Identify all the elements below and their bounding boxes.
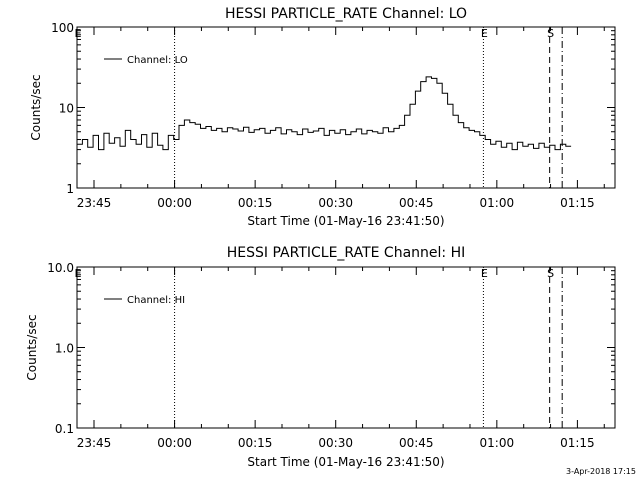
event-marker-label: E bbox=[75, 267, 82, 280]
panel-lo-channel: HESSI PARTICLE_RATE Channel: LO 1 10 100 23:… bbox=[29, 6, 616, 228]
plot-frame bbox=[76, 266, 616, 429]
event-marker-label: S bbox=[547, 27, 554, 40]
event-marker-label: E bbox=[481, 27, 488, 40]
y-tick-label: 0.1 bbox=[55, 422, 74, 436]
y-axis-label: Counts/sec bbox=[25, 314, 39, 380]
chart-title: HESSI PARTICLE_RATE Channel: HI bbox=[227, 245, 465, 261]
panel-hi-channel: HESSI PARTICLE_RATE Channel: HI 0.1 1.0 10.… bbox=[25, 245, 616, 469]
x-axis-label: Start Time (01-May-16 23:41:50) bbox=[247, 455, 444, 469]
x-tick-label: 01:15 bbox=[560, 436, 595, 450]
x-tick-label: 00:45 bbox=[399, 196, 434, 210]
x-tick-label: 01:00 bbox=[480, 196, 515, 210]
y-tick-label: 1 bbox=[66, 182, 74, 196]
x-tick-label: 23:45 bbox=[77, 436, 112, 450]
series-line bbox=[77, 76, 572, 151]
x-tick-label: 00:00 bbox=[157, 436, 192, 450]
x-tick-label: 01:15 bbox=[560, 196, 595, 210]
event-marker-label: S bbox=[547, 267, 554, 280]
event-marker-label: E bbox=[75, 27, 82, 40]
x-tick-label: 00:30 bbox=[318, 436, 353, 450]
x-tick-label: 23:45 bbox=[77, 196, 112, 210]
y-tick-label: 10 bbox=[59, 102, 74, 116]
x-tick-label: 00:00 bbox=[157, 196, 192, 210]
legend-entry: Channel: HI bbox=[127, 295, 185, 306]
y-axis-label: Counts/sec bbox=[29, 74, 43, 140]
y-tick-label: 10.0 bbox=[47, 261, 74, 275]
event-marker-label: E bbox=[481, 267, 488, 280]
x-tick-label: 00:30 bbox=[318, 196, 353, 210]
chart-title: HESSI PARTICLE_RATE Channel: LO bbox=[225, 6, 467, 22]
x-tick-label: 00:15 bbox=[238, 196, 273, 210]
timestamp-label: 3-Apr-2018 17:15 bbox=[566, 467, 636, 476]
x-axis-label: Start Time (01-May-16 23:41:50) bbox=[247, 214, 444, 228]
x-tick-label: 01:00 bbox=[480, 436, 515, 450]
x-tick-label: 00:15 bbox=[238, 436, 273, 450]
legend-entry: Channel: LO bbox=[127, 55, 188, 66]
plot-frame bbox=[76, 26, 616, 189]
y-tick-label: 100 bbox=[51, 21, 74, 35]
x-tick-label: 00:45 bbox=[399, 436, 434, 450]
y-tick-label: 1.0 bbox=[55, 342, 74, 356]
